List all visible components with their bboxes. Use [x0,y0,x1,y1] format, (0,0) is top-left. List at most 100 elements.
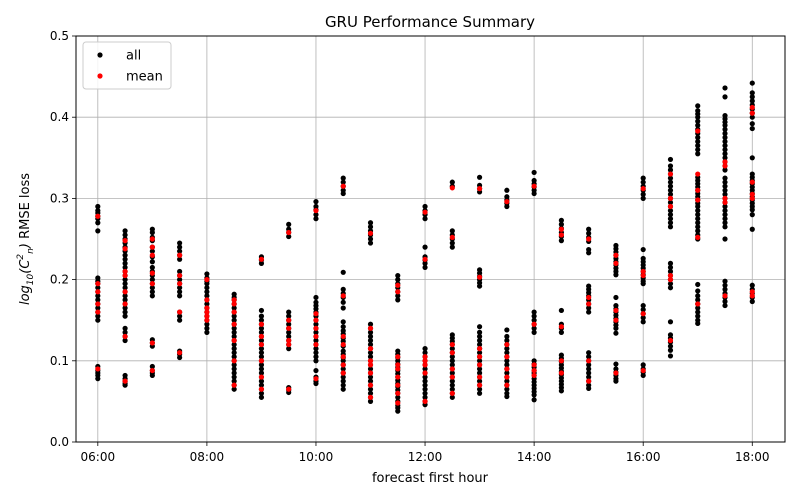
point-all [667,285,674,291]
point-all [313,329,319,335]
y-tick-label: 0.0 [50,435,69,449]
point-mean [395,374,401,380]
point-mean [695,301,701,307]
point-mean [231,297,237,303]
point-mean [313,311,319,317]
point-all [695,288,701,294]
point-all [313,367,319,374]
point-mean [613,307,619,314]
point-mean [340,183,346,189]
point-mean [258,358,265,364]
point-all [613,325,619,331]
point-mean [476,362,483,368]
point-all [558,221,564,227]
point-mean [749,191,755,197]
point-all [749,207,755,213]
point-all [422,382,428,388]
point-mean [231,309,237,315]
point-all [231,313,237,319]
point-all [749,98,755,104]
point-all [640,362,646,368]
point-all [258,260,265,266]
point-mean [340,341,346,348]
point-mean [340,354,346,360]
point-all [722,236,728,242]
point-all [695,313,701,319]
point-all [231,333,237,340]
point-mean [722,195,728,201]
point-all [667,175,674,181]
point-all [722,134,728,141]
point-mean [422,256,428,262]
point-mean [258,256,265,262]
point-all [640,195,646,201]
point-all [340,358,346,364]
point-all [449,378,455,384]
point-all [367,354,374,360]
point-all [531,169,537,176]
point-all [367,350,374,356]
point-all [749,114,755,120]
point-all [667,260,674,266]
point-mean [640,272,646,279]
point-all [476,324,483,330]
point-all [422,366,428,372]
plot-frame [75,35,786,443]
point-mean [395,366,401,372]
point-all [722,224,728,230]
point-all [722,147,728,153]
point-mean [149,340,155,346]
y-tick-label: 0.1 [50,354,69,368]
point-mean [504,199,510,205]
point-all [231,374,237,380]
point-all [313,380,319,387]
point-mean [667,272,674,279]
point-all [722,130,728,137]
point-all [122,305,128,311]
point-mean [558,232,564,238]
y-tick-label: 0.3 [50,191,69,205]
point-all [231,305,237,311]
point-mean [476,354,483,360]
point-all [449,354,455,360]
point-mean [367,382,374,388]
point-all [695,103,701,109]
point-all [122,293,128,299]
point-all [722,183,728,189]
point-all [204,289,210,295]
point-all [122,256,128,262]
point-all [504,346,510,352]
point-all [340,324,346,330]
x-tick-label: 08:00 [190,450,225,464]
point-mean [695,197,701,203]
point-mean [258,341,265,348]
point-all [613,361,619,367]
point-mean [422,358,428,364]
point-all [722,278,728,284]
point-all [667,224,674,230]
point-mean [122,289,128,295]
point-mean [149,281,155,287]
point-all [422,386,428,392]
point-mean [204,317,210,323]
point-all [422,350,428,356]
point-mean [613,252,619,258]
point-mean [122,238,128,244]
point-mean [531,183,537,189]
point-all [258,346,265,352]
point-all [367,240,374,246]
point-all [122,232,128,238]
point-all [531,325,537,331]
point-mean [231,301,237,307]
point-mean [231,337,237,344]
point-all [613,294,619,301]
point-mean [422,362,428,368]
point-all [340,305,346,311]
point-all [504,393,510,400]
y-axis-label: log10(C2n) RMSE loss [16,173,36,305]
legend-label-all: all [126,49,141,64]
point-all [313,358,319,364]
chart-title: GRU Performance Summary [325,13,535,31]
point-all [231,325,237,331]
